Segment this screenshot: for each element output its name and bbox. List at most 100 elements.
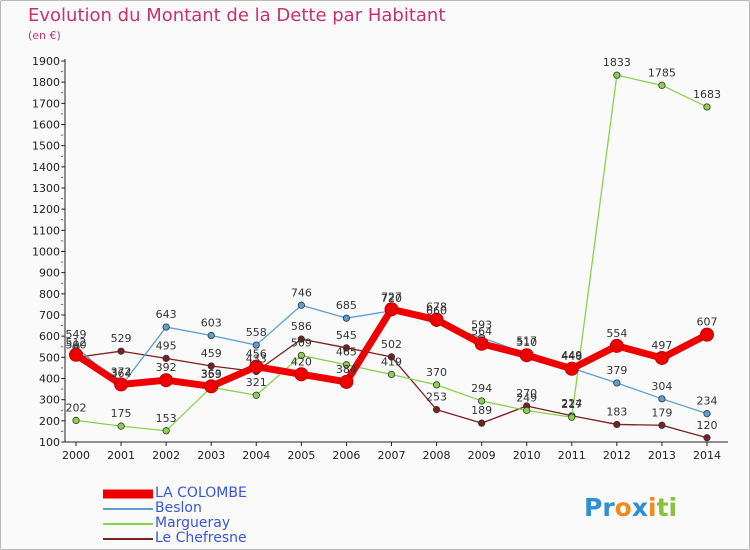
data-label: 183	[606, 405, 627, 418]
data-point	[342, 344, 351, 352]
data-point	[474, 336, 489, 351]
data-label: 517	[516, 335, 537, 348]
x-tick-label: 2002	[152, 449, 180, 462]
data-label: 727	[381, 290, 402, 303]
data-point	[478, 397, 486, 405]
legend-label: Margueray	[155, 515, 231, 531]
y-tick-label: 1200	[32, 203, 60, 216]
y-tick-label: 700	[39, 309, 60, 322]
data-label: 304	[651, 380, 672, 393]
data-label: 153	[156, 412, 177, 425]
data-point	[204, 379, 219, 394]
data-label: 363	[201, 367, 222, 380]
data-point	[117, 347, 125, 355]
y-tick-label: 800	[39, 288, 60, 301]
y-tick-label: 1400	[32, 161, 60, 174]
y-tick-label: 400	[39, 373, 60, 386]
data-label: 321	[246, 376, 267, 389]
data-point	[72, 416, 80, 425]
y-tick-label: 900	[39, 267, 60, 280]
data-label: 603	[201, 317, 222, 330]
data-point	[658, 421, 666, 429]
data-label: 529	[111, 332, 132, 345]
data-point	[613, 379, 621, 387]
data-point	[159, 373, 174, 388]
y-tick-label: 1100	[32, 224, 60, 237]
x-tick-label: 2013	[648, 449, 676, 462]
data-label: 1683	[693, 88, 721, 101]
data-label: 465	[336, 346, 357, 359]
data-label: 392	[156, 361, 177, 374]
data-point	[162, 354, 170, 362]
x-tick-label: 2009	[468, 449, 496, 462]
data-point	[162, 323, 170, 331]
data-label: 202	[66, 401, 87, 414]
data-label: 564	[471, 325, 492, 338]
data-point	[703, 434, 711, 442]
data-label: 607	[696, 316, 717, 329]
data-point	[69, 347, 83, 362]
chart-title: Evolution du Montant de la Dette par Hab…	[28, 5, 446, 26]
data-point	[162, 427, 170, 435]
data-label: 459	[201, 347, 222, 360]
x-tick-label: 2005	[287, 449, 315, 462]
y-tick-label: 600	[39, 330, 60, 343]
data-label: 179	[651, 406, 672, 419]
data-point	[387, 353, 396, 361]
data-point	[252, 391, 260, 399]
data-label: 189	[471, 404, 492, 417]
data-point	[114, 377, 129, 392]
data-label: 433	[246, 353, 267, 366]
data-label: 720	[381, 292, 402, 305]
chart-unit: (en €)	[28, 29, 61, 42]
data-label: 497	[651, 339, 672, 352]
data-point	[429, 312, 444, 327]
data-point	[609, 338, 624, 353]
data-label: 224	[561, 397, 582, 410]
data-label: 294	[471, 382, 492, 395]
data-point	[703, 410, 711, 418]
data-label: 446	[561, 350, 582, 363]
data-label: 234	[696, 395, 717, 408]
legend-label: Le Chefresne	[155, 530, 247, 546]
data-point	[478, 419, 486, 427]
data-point	[339, 374, 354, 389]
data-label: 217	[561, 398, 582, 411]
data-label: 449	[561, 349, 582, 362]
y-tick-label: 300	[39, 394, 60, 407]
data-point	[117, 422, 125, 430]
x-tick-label: 2000	[62, 449, 90, 462]
data-label: 379	[606, 364, 627, 377]
y-tick-label: 1700	[32, 97, 60, 110]
data-point	[432, 381, 441, 389]
y-tick-label: 500	[39, 351, 60, 364]
data-label: 586	[291, 320, 312, 333]
data-point	[297, 335, 305, 343]
data-point	[658, 81, 666, 89]
data-label: 593	[471, 319, 492, 332]
data-point	[384, 302, 399, 317]
data-label: 495	[156, 339, 177, 352]
data-label: 509	[291, 336, 312, 349]
data-point	[613, 71, 621, 79]
data-label: 549	[66, 328, 87, 341]
x-tick-label: 2012	[603, 449, 631, 462]
x-tick-label: 2011	[558, 449, 586, 462]
data-label: 554	[606, 327, 627, 340]
data-point	[658, 395, 666, 403]
y-tick-label: 1000	[32, 246, 60, 259]
y-tick-label: 200	[39, 415, 60, 428]
data-point	[519, 348, 534, 363]
y-tick-label: 100	[39, 436, 60, 449]
y-tick-label: 1900	[32, 55, 60, 68]
data-point	[699, 327, 714, 342]
data-label: 175	[111, 407, 132, 420]
data-label: 270	[516, 387, 537, 400]
y-tick-label: 1600	[32, 119, 60, 132]
x-tick-label: 2003	[197, 449, 225, 462]
data-label: 456	[246, 348, 267, 361]
data-label: 120	[696, 419, 717, 432]
data-point	[342, 314, 351, 322]
data-point	[568, 413, 576, 421]
